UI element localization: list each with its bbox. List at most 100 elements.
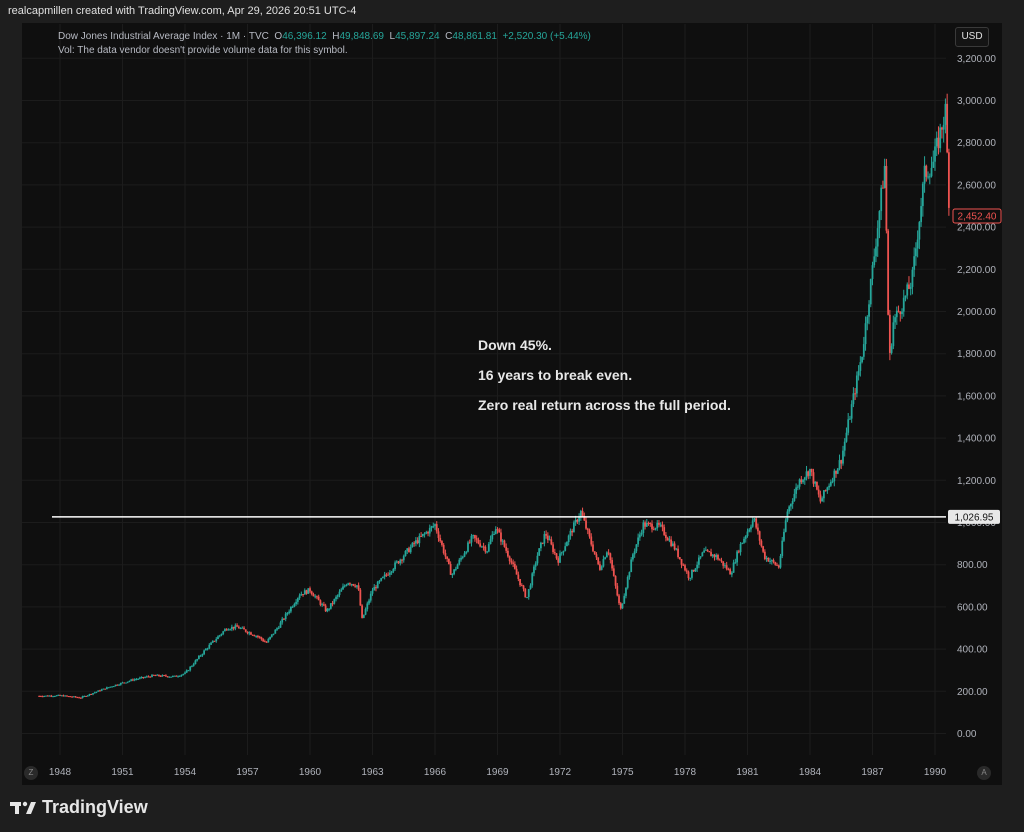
candle-body [78, 697, 80, 699]
candle-body [635, 544, 638, 552]
candle-body [536, 555, 539, 564]
candle-body [100, 689, 103, 691]
candle-body [300, 594, 303, 596]
candle-body [501, 540, 504, 542]
candle-body [833, 470, 836, 482]
candle-body [925, 165, 928, 177]
candle-body [156, 674, 159, 676]
candle-body [449, 564, 452, 575]
candle-body [257, 635, 259, 637]
candle-body [814, 481, 817, 484]
candle-body [640, 532, 643, 535]
candle-body [204, 648, 207, 651]
candle-body [255, 635, 258, 637]
candle-body [850, 404, 853, 419]
candle-body [633, 551, 636, 555]
tradingview-logo-icon [10, 801, 36, 814]
candle-body [513, 563, 516, 569]
candle-body [423, 533, 426, 535]
candle-body [800, 479, 803, 483]
candle-body [413, 542, 416, 544]
candle-body [522, 585, 525, 589]
candle-body [234, 625, 237, 629]
candle-body [786, 511, 789, 521]
x-tick-label: 1981 [736, 767, 759, 778]
candle-body [566, 542, 568, 547]
candle-body [625, 587, 627, 596]
candle-body [855, 375, 858, 394]
y-tick-label: 3,200.00 [957, 54, 996, 65]
candle-body [92, 693, 94, 695]
candle-body [697, 557, 700, 565]
candle-body [336, 595, 339, 597]
candle-body [687, 571, 690, 579]
candle-body [784, 520, 787, 532]
candle-body [295, 601, 298, 605]
candle-body [114, 684, 117, 687]
candle-body [489, 539, 492, 545]
candle-body [411, 542, 414, 547]
candle-body [126, 681, 129, 683]
candle-body [890, 346, 893, 353]
candle-body [270, 634, 273, 637]
candle-body [739, 543, 742, 553]
candle-body [375, 587, 377, 589]
candle-body [928, 176, 931, 178]
candle-body [415, 540, 417, 544]
candle-body [783, 531, 785, 541]
open-label: O [274, 31, 283, 42]
candle-body [45, 695, 48, 697]
candle-body [576, 519, 579, 522]
candle-body [439, 537, 442, 542]
candle-body [541, 542, 544, 544]
candle-body [645, 523, 648, 527]
candle-body [378, 580, 381, 582]
candle-body [83, 695, 86, 697]
candle-body [668, 539, 671, 541]
candle-body [99, 690, 101, 692]
candle-body [112, 686, 115, 688]
candle-body [927, 176, 929, 178]
candle-body [671, 543, 674, 546]
candle-body [720, 560, 723, 562]
candle-body [447, 558, 450, 565]
candle-body [883, 165, 886, 188]
candle-body [878, 211, 881, 229]
candle-body [722, 561, 725, 566]
y-tick-label: 1,800.00 [957, 349, 996, 360]
candle-body [647, 523, 650, 525]
candle-body [762, 546, 765, 552]
candle-body [835, 470, 837, 474]
candle-body [704, 549, 707, 551]
y-tick-label: 2,400.00 [957, 223, 996, 234]
auto-scale-button[interactable]: A [977, 766, 991, 780]
candle-body [517, 574, 520, 579]
candle-body [727, 569, 730, 571]
candle-body [354, 585, 357, 587]
zoom-button[interactable]: Z [24, 766, 38, 780]
candle-body [149, 676, 152, 678]
candle-body [908, 284, 910, 289]
candle-body [821, 498, 824, 502]
currency-button[interactable]: USD [955, 27, 989, 47]
candle-body [168, 676, 171, 678]
candle-body [824, 490, 827, 492]
candle-body [171, 675, 174, 677]
candle-body [869, 278, 872, 305]
candle-body [942, 124, 945, 130]
symbol-name[interactable]: Dow Jones Industrial Average Index · 1M … [58, 31, 269, 42]
candle-body [387, 574, 390, 576]
candle-body [343, 585, 346, 587]
candle-body [887, 230, 890, 315]
candle-body [507, 550, 509, 557]
candle-body [40, 695, 42, 697]
close-label: C [445, 31, 453, 42]
candle-body [585, 520, 587, 529]
candle-body [918, 222, 921, 240]
candle-body [290, 607, 292, 612]
candle-body [520, 585, 523, 587]
candle-body [882, 187, 884, 189]
candle-body [437, 531, 440, 538]
candle-body [296, 598, 299, 602]
